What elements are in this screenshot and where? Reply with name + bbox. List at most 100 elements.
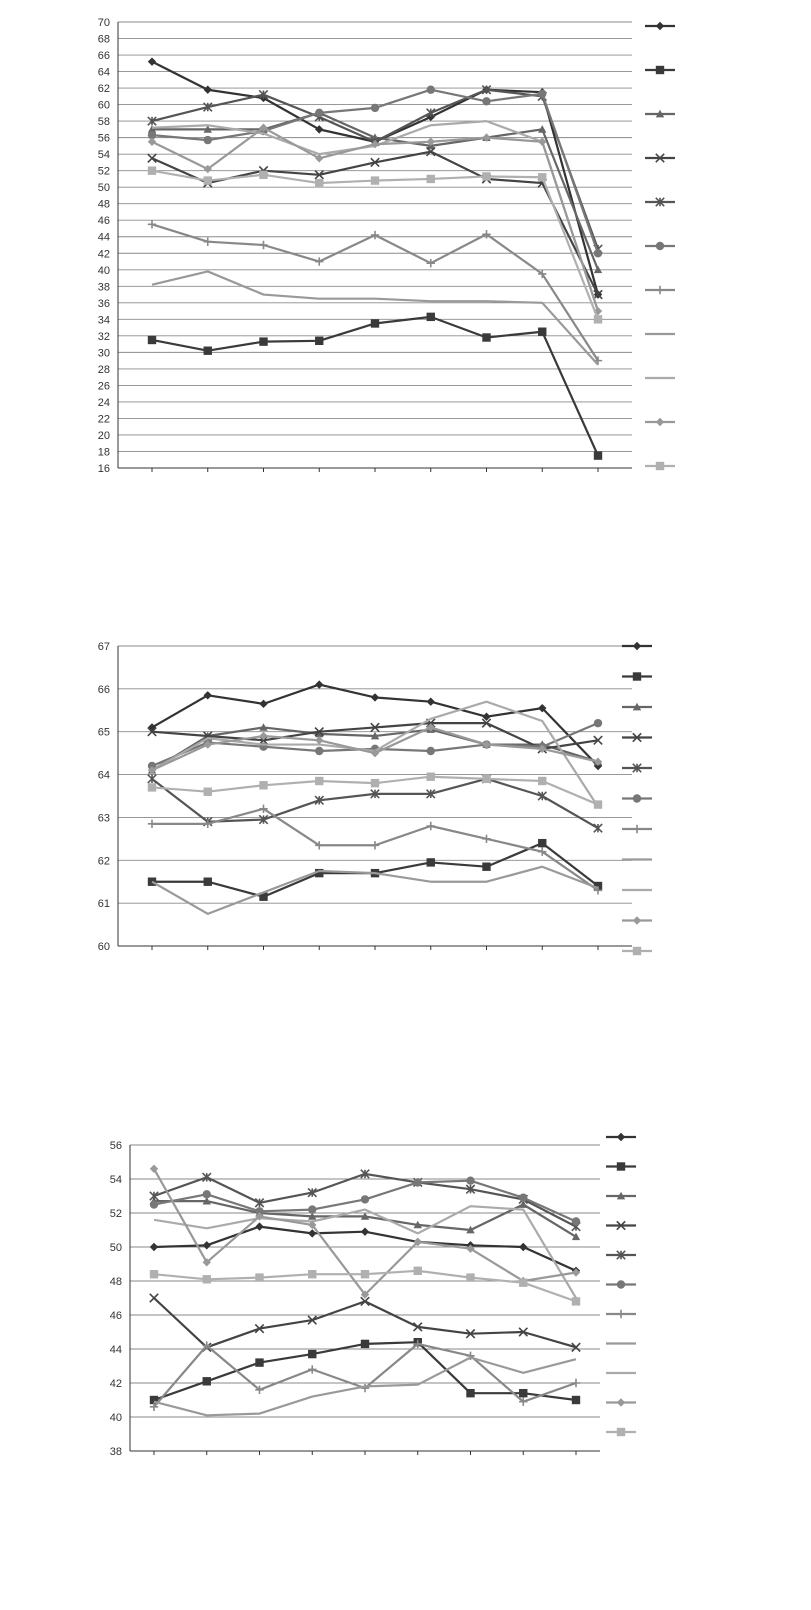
y-tick-label: 44: [110, 1344, 122, 1356]
data-point-bahar: [259, 723, 268, 731]
series-line-mean: [151, 169, 600, 320]
y-tick-label: 50: [110, 1242, 122, 1254]
y-tick-label: 61: [98, 898, 110, 910]
data-point-bahar: [466, 1225, 475, 1234]
data-point-mean: [413, 1266, 422, 1275]
data-point-pishtaz: [571, 1217, 581, 1226]
data-point-mean: [308, 1270, 317, 1279]
y-tick-label: 24: [98, 397, 110, 409]
legend-marker: [632, 702, 642, 711]
data-point-sardari: [571, 1378, 581, 1388]
data-point-navid: [203, 346, 212, 355]
legend-marker: [632, 672, 642, 681]
legend-marker: [632, 916, 642, 925]
series-line-cascogne: [151, 88, 600, 250]
legend-marker: [655, 241, 665, 251]
data-point-pishtaz: [149, 1200, 159, 1209]
data-point-cascogne: [593, 823, 603, 833]
y-tick-label: 60: [98, 100, 110, 112]
data-point-navid: [482, 333, 491, 342]
data-point-sivand: [307, 1315, 318, 1325]
data-point-alvand: [147, 57, 157, 66]
data-point-pishtaz: [370, 103, 380, 113]
data-point-navid: [259, 892, 268, 901]
data-point-bahar: [203, 125, 212, 133]
data-point-pishtaz: [203, 135, 212, 145]
legend-marker: [632, 946, 642, 956]
data-point-pishtaz: [413, 1178, 422, 1187]
data-point-sivand: [425, 146, 436, 157]
data-point-sardari: [519, 1397, 528, 1406]
data-point-bahar: [315, 729, 324, 738]
legend-marker: [616, 1191, 626, 1200]
data-point-pishtaz: [202, 1190, 211, 1199]
data-point-sardari: [147, 819, 157, 829]
data-point-navid: [593, 451, 603, 460]
data-point-alvand: [202, 1241, 211, 1250]
chart-panel-e: 60 61 62 63 64 65 66 67: [0, 630, 811, 1070]
data-point-sardari: [308, 1365, 317, 1374]
series-line-sassion: [151, 126, 600, 312]
data-point-sassion: [482, 740, 491, 749]
y-tick-label: 62: [98, 83, 110, 95]
data-point-sardari: [202, 1341, 211, 1350]
data-point-sivand: [360, 1296, 370, 1307]
data-point-cascogne: [254, 1198, 265, 1208]
legend-marker: [632, 794, 642, 803]
data-point-sassion: [149, 1164, 159, 1173]
data-point-mean: [593, 800, 603, 809]
data-point-pishtaz: [466, 1176, 475, 1185]
data-point-bahar: [202, 1196, 211, 1205]
data-point-cascogne: [314, 795, 325, 806]
legend-marker: [655, 21, 665, 31]
data-point-alvand: [538, 703, 547, 713]
data-point-mean: [259, 781, 268, 790]
data-point-sardari: [315, 257, 324, 266]
data-point-mean: [255, 1273, 264, 1282]
data-point-sassion: [203, 164, 212, 174]
data-point-navid: [203, 877, 212, 886]
data-point-sardari: [413, 1339, 422, 1349]
legend-marker: [616, 1132, 626, 1142]
data-point-mean: [147, 166, 157, 175]
data-point-sardari: [203, 819, 212, 829]
data-point-sardari: [149, 1402, 159, 1411]
data-point-alvand: [426, 697, 435, 706]
data-point-bahar: [360, 1212, 370, 1220]
series-line-sardari: [153, 1342, 577, 1408]
y-tick-label: 54: [98, 149, 110, 161]
data-point-navid: [571, 1395, 581, 1405]
data-point-bahar: [413, 1220, 422, 1229]
data-point-navid: [519, 1389, 528, 1398]
data-point-mean: [202, 1275, 211, 1284]
y-tick-label: 34: [98, 314, 110, 326]
data-point-pishtaz: [593, 718, 603, 728]
legend-marker: [632, 824, 642, 834]
data-point-sivand: [465, 1328, 476, 1339]
data-point-alvand: [360, 1227, 370, 1236]
y-tick-label: 48: [98, 199, 110, 211]
data-point-mean: [360, 1270, 370, 1279]
y-tick-label: 30: [98, 347, 110, 359]
legend-marker: [616, 1280, 626, 1289]
legend-marker: [616, 1309, 626, 1319]
data-point-navid: [308, 1349, 317, 1359]
legend-marker: [655, 197, 665, 207]
data-point-cascogne: [370, 789, 380, 799]
data-point-alvand: [259, 699, 268, 709]
data-point-mean: [259, 170, 268, 179]
legend-marker: [655, 285, 665, 295]
data-point-bahar: [370, 731, 380, 740]
data-point-mean: [538, 776, 547, 786]
data-point-bahar: [147, 125, 157, 133]
data-point-pishtaz: [255, 1207, 264, 1216]
y-tick-label: 65: [98, 727, 110, 739]
data-point-alvand: [149, 1242, 159, 1252]
data-point-sassion: [203, 740, 212, 749]
y-tick-label: 56: [110, 1140, 122, 1152]
y-tick-label: 38: [110, 1446, 122, 1458]
data-point-alvand: [315, 125, 324, 134]
data-point-mean: [538, 173, 547, 182]
data-point-mean: [203, 787, 212, 796]
legend-marker: [655, 461, 665, 471]
